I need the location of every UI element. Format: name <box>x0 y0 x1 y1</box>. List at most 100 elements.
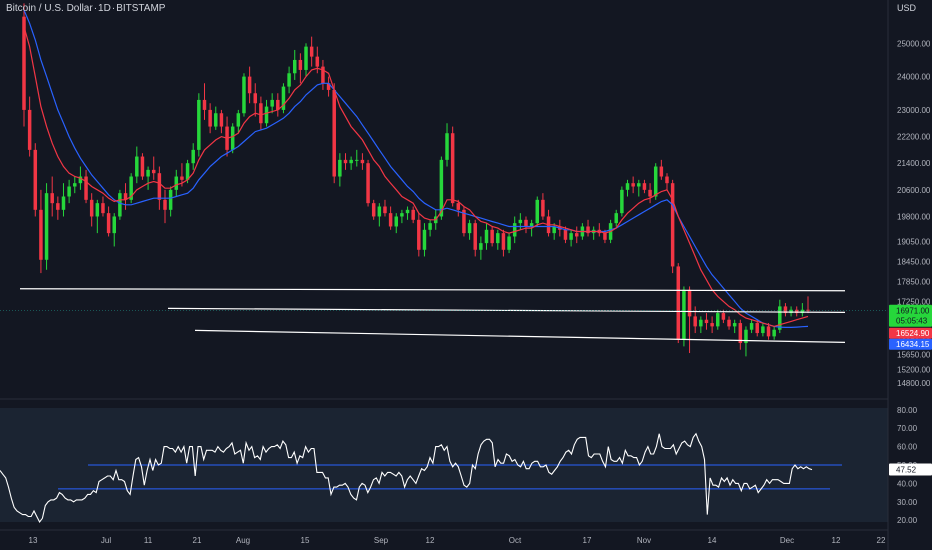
candle-body <box>343 159 348 164</box>
candle-up <box>467 219 472 240</box>
candle-up <box>349 156 353 170</box>
candle-up <box>800 303 805 317</box>
candle-body <box>151 169 156 174</box>
candle-body <box>129 176 133 200</box>
candle-body <box>197 99 201 150</box>
candle-body <box>574 233 579 237</box>
symbol-name[interactable]: Bitcoin / U.S. Dollar <box>6 3 93 14</box>
candle-body <box>338 159 342 177</box>
candle-body <box>732 323 737 327</box>
candle-body <box>366 163 370 204</box>
candle-body <box>61 196 66 210</box>
candle-body <box>219 113 224 127</box>
candle-body <box>439 159 444 217</box>
time-tick-label: 12 <box>832 536 841 545</box>
candle-down <box>247 66 252 104</box>
candle-up <box>242 73 246 117</box>
candle-body <box>653 166 658 197</box>
candle-up <box>146 166 150 190</box>
candle-body <box>202 99 207 110</box>
candle-body <box>230 126 235 150</box>
candle-body <box>276 99 280 110</box>
candle-body <box>755 323 759 334</box>
time-tick-label: 22 <box>877 536 886 545</box>
candle-down <box>157 166 162 210</box>
rsi-last-value: 47.52 <box>896 466 917 475</box>
candle-up <box>484 223 489 250</box>
candle-body <box>315 56 320 67</box>
price-tick-label: 21400.00 <box>897 159 931 168</box>
candle-down <box>360 153 365 170</box>
candle-down <box>343 153 348 170</box>
candle-down <box>727 316 731 330</box>
ema-fast-line <box>23 26 809 328</box>
candle-up <box>614 209 618 227</box>
candle-up <box>716 309 720 330</box>
candle-body <box>140 156 145 177</box>
candle-body <box>614 213 618 224</box>
candle-up <box>400 209 404 224</box>
candle-body <box>349 159 353 164</box>
candle-up <box>67 179 71 204</box>
candle-body <box>670 183 675 267</box>
candle-body <box>95 203 100 217</box>
time-tick-label: 15 <box>301 536 310 545</box>
price-tick-label: 25000.00 <box>897 39 931 48</box>
candle-body <box>304 46 308 70</box>
interval-label[interactable]: 1D <box>98 3 111 14</box>
price-tick-label: 23000.00 <box>897 106 931 115</box>
candle-body <box>462 209 466 234</box>
candle-up <box>95 199 100 234</box>
candle-body <box>772 329 776 337</box>
candle-down <box>541 193 545 220</box>
candle-body <box>512 223 517 237</box>
candle-body <box>112 216 116 234</box>
candle-body <box>174 176 179 190</box>
candle-down <box>659 159 664 180</box>
time-tick-label: Dec <box>780 536 794 545</box>
ema-fast-value: 16524.90 <box>896 329 930 338</box>
candle-body <box>73 183 77 187</box>
candle-down <box>766 323 771 340</box>
candle-up <box>761 323 765 337</box>
candle-body <box>383 206 387 214</box>
candle-down <box>326 76 331 97</box>
candle-down <box>687 286 692 354</box>
currency-label: USD <box>897 3 917 13</box>
candle-down <box>411 206 415 224</box>
rsi-tick-label: 80.00 <box>897 406 918 415</box>
candle-body <box>716 313 720 327</box>
candle-down <box>151 156 156 180</box>
candle-body <box>450 133 455 204</box>
candle-up <box>535 196 540 227</box>
price-tick-label: 18450.00 <box>897 257 931 266</box>
candle-down <box>27 96 32 157</box>
candle-up <box>507 233 511 254</box>
candle-body <box>253 93 258 104</box>
last-price-countdown: 05:05:43 <box>896 317 928 326</box>
candle-up <box>281 83 286 114</box>
candle-down <box>783 303 788 317</box>
candle-body <box>603 233 607 240</box>
candle-body <box>490 229 494 244</box>
candle-body <box>242 76 246 114</box>
candle-body <box>727 319 731 327</box>
candle-up <box>129 173 133 204</box>
candle-body <box>185 163 190 180</box>
candle-body <box>529 223 534 227</box>
candle-body <box>665 176 669 184</box>
candle-up <box>479 236 483 260</box>
candle-body <box>247 76 252 94</box>
horizontal-level-line <box>19 288 846 292</box>
candle-body <box>163 199 167 210</box>
candle-body <box>693 316 697 327</box>
candle-down <box>259 96 263 130</box>
candle-body <box>422 229 427 250</box>
time-axis: 13 Jul 11 21 Aug 15 Sep 12 Oct 17 Nov 14 Dec 12 22 <box>29 536 886 545</box>
candle-up <box>135 146 139 184</box>
candle-body <box>738 323 743 344</box>
candle-down <box>574 226 579 244</box>
candle-body <box>332 89 336 177</box>
